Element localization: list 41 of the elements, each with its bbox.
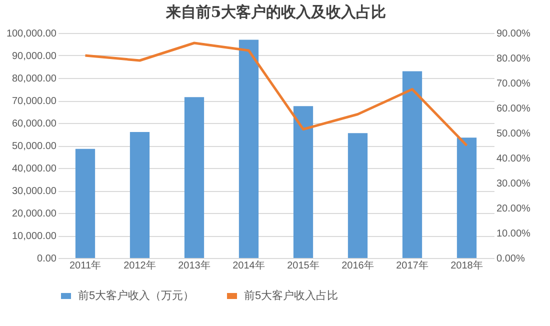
y-tick-label: 70,000.00	[12, 96, 57, 107]
line-series	[84, 42, 468, 147]
x-tick-label: 2017年	[396, 260, 428, 272]
legend-label: 前5大客户收入（万元）	[78, 289, 194, 302]
y2-tick-label: 10.00%	[496, 228, 531, 240]
bar	[293, 106, 314, 258]
x-tick-label: 2014年	[232, 260, 265, 272]
y2-tick-label: 50.00%	[496, 128, 531, 140]
y2-tick-label: 60.00%	[496, 104, 531, 114]
y-tick-label: 90,000.00	[12, 51, 57, 62]
chart-title: 来自前5大客户的收入及收入占比	[164, 3, 386, 21]
y2-tick-label: 20.00%	[496, 204, 531, 214]
y2-tick-label: 70.00%	[496, 78, 531, 90]
y-tick-label: 20,000.00	[12, 208, 57, 220]
y2-tick-label: 40.00%	[496, 154, 531, 164]
y-tick-label: 40,000.00	[12, 164, 57, 174]
bar	[348, 133, 368, 258]
x-tick-label: 2013年	[178, 260, 210, 272]
y2-tick-label: 90.00%	[496, 28, 531, 40]
y-tick-label: 30,000.00	[12, 186, 57, 197]
y2-tick-label: 0.00%	[496, 254, 525, 264]
bar	[402, 71, 422, 258]
x-tick-label: 2016年	[342, 260, 374, 272]
y2-tick-label: 30.00%	[496, 178, 531, 190]
bar	[130, 132, 150, 258]
x-tick-label: 2011年	[69, 260, 102, 272]
bar	[75, 148, 96, 258]
bar	[456, 138, 477, 258]
y-tick-label: 0.00	[37, 254, 57, 264]
y-tick-label: 10,000.00	[12, 231, 57, 242]
bar	[184, 97, 204, 258]
legend-label: 前5大客户收入占比	[244, 289, 338, 302]
bar	[238, 40, 259, 258]
y-tick-label: 50,000.00	[12, 141, 57, 152]
x-tick-label: 2012年	[124, 260, 156, 272]
x-tick-label: 2015年	[287, 260, 320, 272]
y-tick-label: 80,000.00	[12, 74, 57, 84]
y-tick-label: 100,000.00	[6, 28, 57, 40]
y-tick-label: 60,000.00	[12, 118, 57, 130]
y2-tick-label: 80.00%	[496, 54, 531, 64]
x-tick-label: 2018年	[450, 260, 483, 272]
